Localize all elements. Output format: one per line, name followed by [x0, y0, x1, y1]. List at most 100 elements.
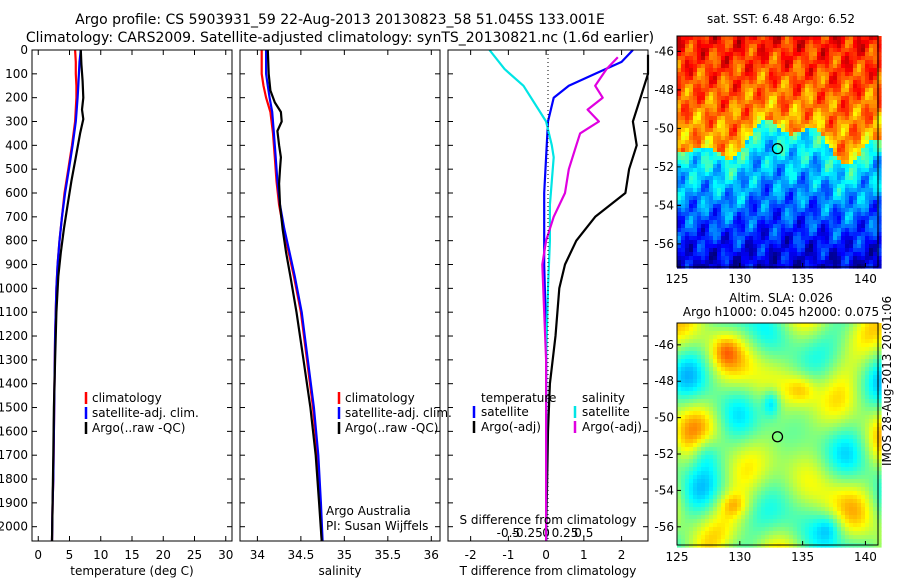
map-cell: [773, 208, 778, 213]
map-cell: [709, 104, 714, 109]
map-cell: [785, 116, 790, 121]
map-cell: [705, 36, 710, 41]
map-cell: [877, 148, 882, 153]
map-cell: [681, 256, 686, 261]
map-cell: [745, 236, 750, 241]
map-cell: [785, 399, 790, 404]
map-cell: [693, 204, 698, 209]
map-cell: [697, 216, 702, 221]
map-cell: [705, 176, 710, 181]
map-cell: [721, 124, 726, 129]
map-cell: [849, 443, 854, 448]
map-cell: [765, 212, 770, 217]
map-cell: [761, 72, 766, 77]
map-cell: [677, 160, 682, 165]
map-cell: [677, 383, 682, 388]
map-cell: [705, 212, 710, 217]
map-cell: [741, 220, 746, 225]
map-cell: [677, 443, 682, 448]
map-cell: [713, 128, 718, 133]
map-cell: [829, 363, 834, 368]
map-cell: [845, 212, 850, 217]
map-cell: [813, 112, 818, 117]
map-cell: [737, 124, 742, 129]
map-cell: [825, 403, 830, 408]
map-cell: [877, 56, 882, 61]
map-cell: [701, 359, 706, 364]
map-cell: [809, 423, 814, 428]
map-cell: [745, 244, 750, 249]
map-cell: [701, 132, 706, 137]
map-cell: [853, 88, 858, 93]
map-cell: [717, 244, 722, 249]
map-cell: [697, 172, 702, 177]
map-cell: [789, 128, 794, 133]
map-cell: [833, 144, 838, 149]
map-cell: [785, 220, 790, 225]
map-cell: [857, 144, 862, 149]
map-cell: [789, 36, 794, 41]
map-cell: [705, 132, 710, 137]
map-cell: [773, 60, 778, 65]
map-cell: [773, 443, 778, 448]
y-tick-label: 1900: [0, 496, 28, 510]
map-cell: [813, 140, 818, 145]
map-cell: [849, 351, 854, 356]
map-cell: [833, 387, 838, 392]
map-cell: [833, 164, 838, 169]
map-cell: [809, 128, 814, 133]
map-cell: [709, 180, 714, 185]
map-cell: [693, 132, 698, 137]
map-cell: [725, 176, 730, 181]
map-cell: [857, 359, 862, 364]
map-cell: [733, 96, 738, 101]
map-cell: [857, 331, 862, 336]
map-cell: [781, 264, 786, 269]
map-cell: [849, 343, 854, 348]
map-cell: [769, 48, 774, 53]
map-cell: [861, 172, 866, 177]
map-cell: [849, 76, 854, 81]
map-cell: [865, 236, 870, 241]
map-cell: [737, 164, 742, 169]
map-cell: [841, 184, 846, 189]
map-cell: [809, 84, 814, 89]
map-cell: [853, 196, 858, 201]
map-cell: [697, 379, 702, 384]
map-cell: [773, 264, 778, 269]
map-cell: [689, 76, 694, 81]
map-cell: [693, 112, 698, 117]
map-cell: [741, 367, 746, 372]
map-cell: [797, 431, 802, 436]
map-cell: [733, 455, 738, 460]
map-cell: [733, 72, 738, 77]
map-cell: [801, 36, 806, 41]
map-cell: [805, 407, 810, 412]
map-cell: [709, 168, 714, 173]
map-cell: [773, 72, 778, 77]
map-cell: [773, 331, 778, 336]
map-cell: [821, 252, 826, 257]
map-cell: [757, 184, 762, 189]
map-cell: [737, 204, 742, 209]
map-cell: [789, 399, 794, 404]
map-cell: [777, 371, 782, 376]
map-cell: [809, 100, 814, 105]
map-cell: [825, 335, 830, 340]
map-cell: [733, 431, 738, 436]
map-cell: [861, 72, 866, 77]
map-cell: [729, 236, 734, 241]
map-cell: [713, 48, 718, 53]
map-cell: [861, 399, 866, 404]
map-cell: [745, 224, 750, 229]
map-cell: [701, 240, 706, 245]
map-cell: [705, 244, 710, 249]
map-cell: [829, 176, 834, 181]
map-cell: [737, 184, 742, 189]
map-cell: [749, 216, 754, 221]
map-cell: [781, 152, 786, 157]
map-cell: [877, 128, 882, 133]
map-cell: [697, 52, 702, 57]
map-cell: [701, 335, 706, 340]
map-cell: [793, 96, 798, 101]
